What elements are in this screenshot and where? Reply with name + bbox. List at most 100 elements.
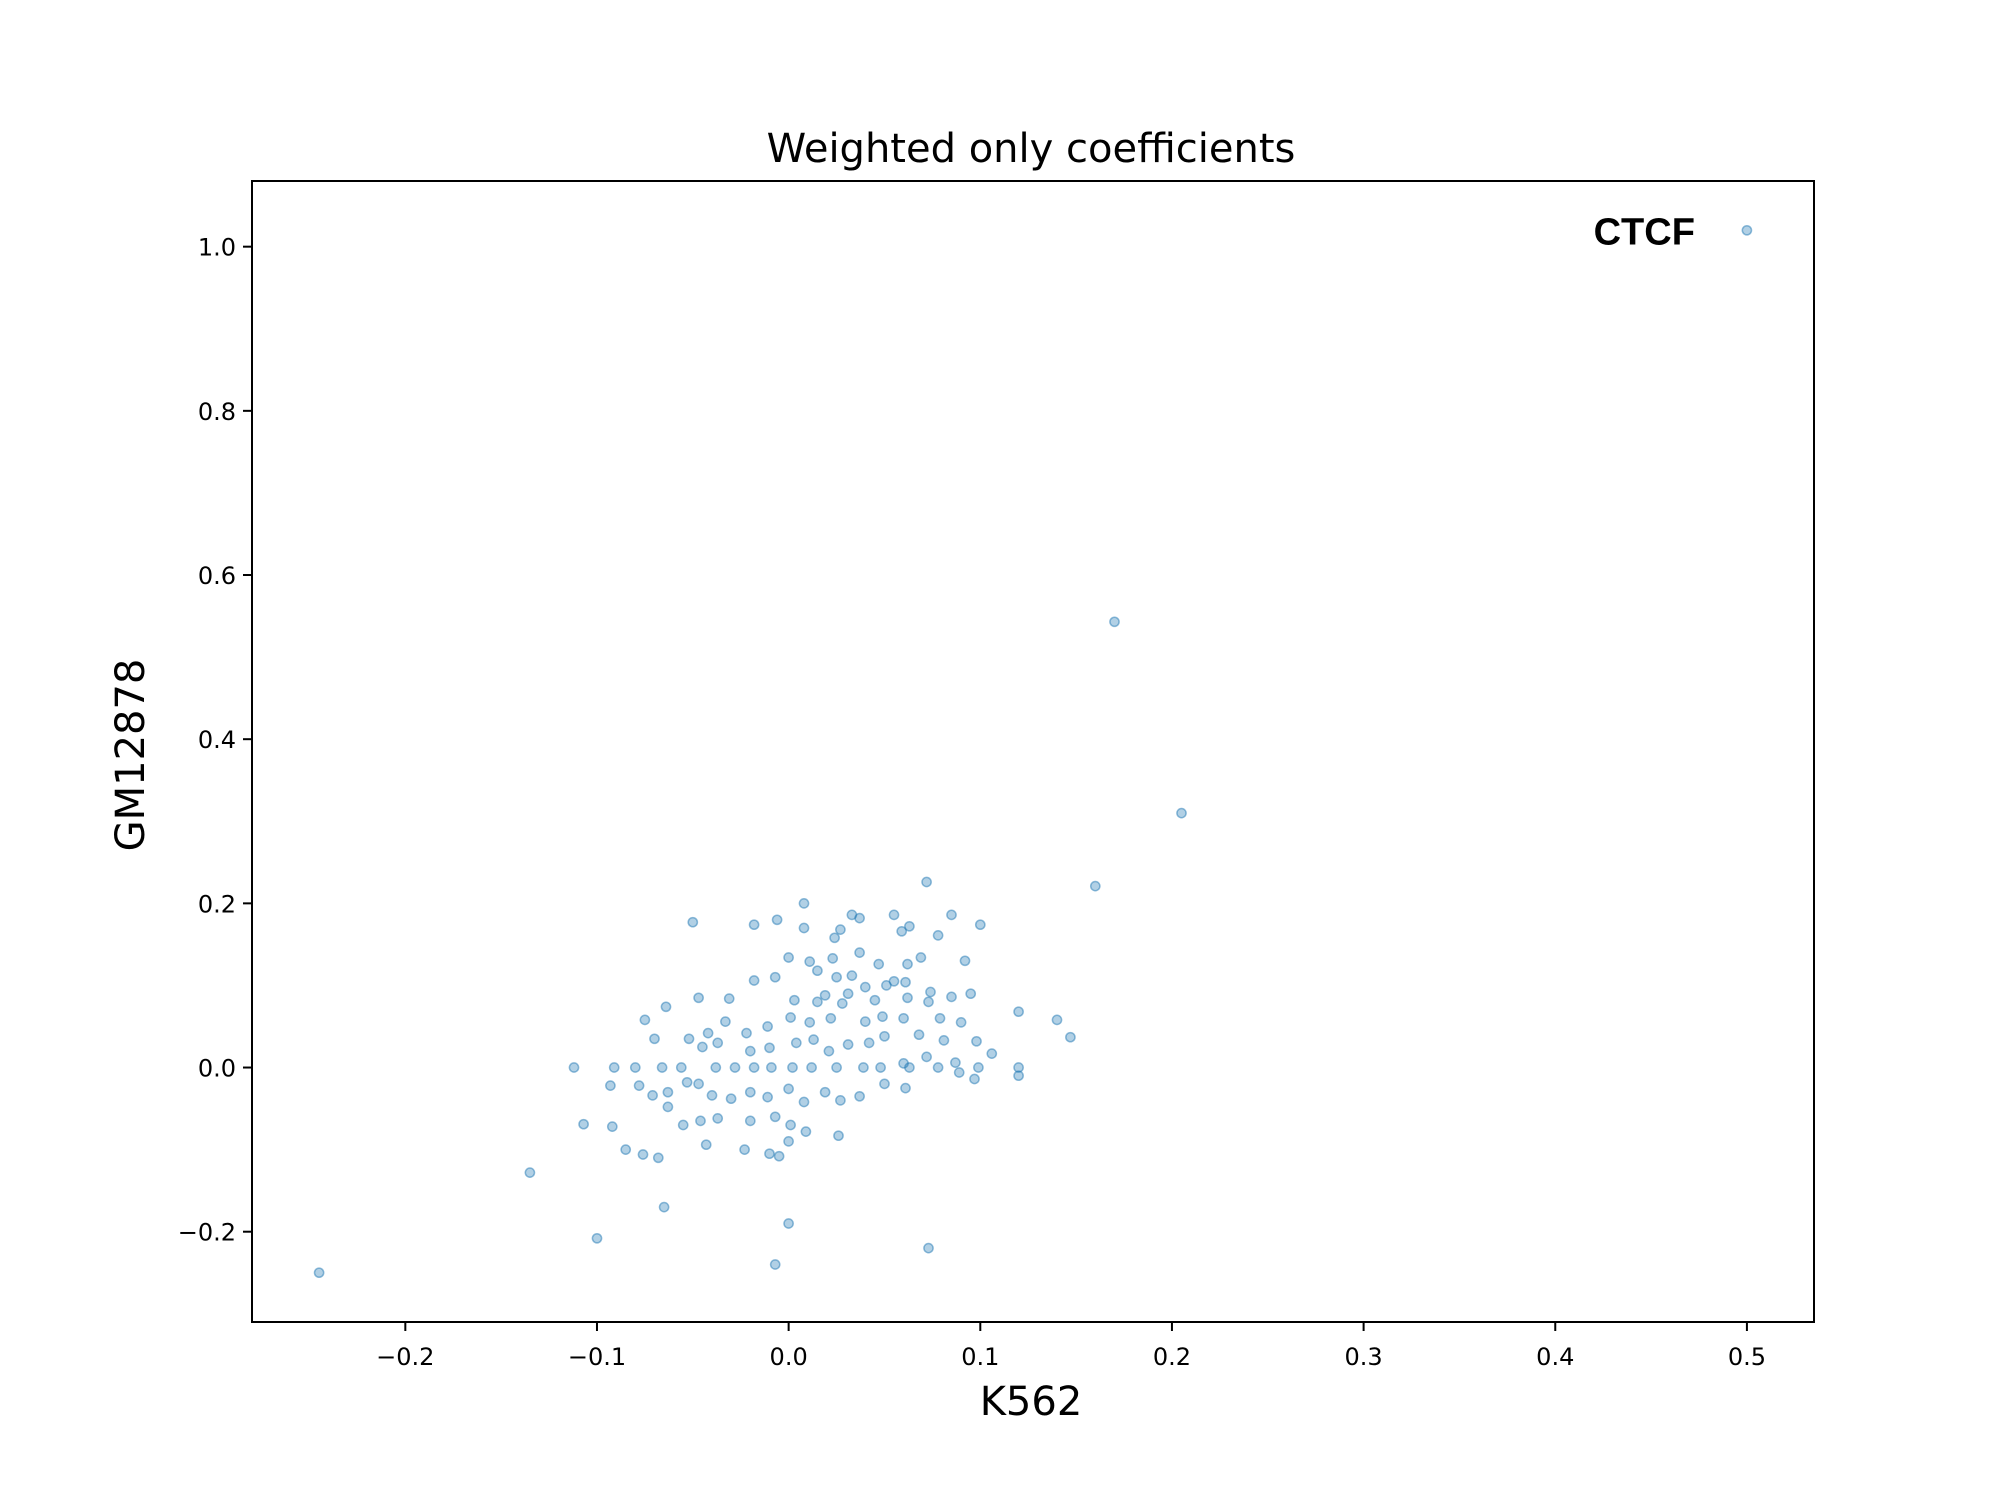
scatter-point bbox=[953, 1067, 965, 1078]
scatter-point bbox=[842, 1039, 854, 1050]
scatter-point bbox=[804, 1017, 816, 1028]
scatter-point bbox=[683, 1033, 695, 1045]
x-tick-label: 0.0 bbox=[770, 1343, 808, 1371]
scatter-point bbox=[769, 1259, 781, 1270]
x-tick-label: −0.2 bbox=[376, 1343, 434, 1371]
scatter-point bbox=[608, 1062, 620, 1073]
scatter-point bbox=[771, 914, 783, 926]
scatter-point bbox=[1089, 880, 1101, 892]
scatter-point bbox=[762, 1021, 773, 1032]
scatter-point bbox=[677, 1119, 689, 1131]
scatter-point bbox=[900, 976, 911, 988]
scatter-point bbox=[744, 1115, 756, 1127]
scatter-point bbox=[879, 1030, 890, 1042]
scatter-point bbox=[888, 975, 900, 987]
scatter-point bbox=[790, 1037, 802, 1049]
x-tick-label: 0.4 bbox=[1536, 1343, 1574, 1371]
scatter-point bbox=[662, 1101, 674, 1113]
scatter-point bbox=[859, 981, 871, 993]
scatter-point bbox=[656, 1062, 668, 1073]
scatter-point bbox=[702, 1027, 714, 1039]
scatter-point bbox=[858, 1062, 869, 1073]
scatter-point bbox=[831, 971, 842, 983]
scatter-point bbox=[1109, 616, 1120, 628]
x-tick-label: 0.1 bbox=[961, 1343, 999, 1371]
scatter-point bbox=[925, 986, 936, 998]
scatter-point bbox=[842, 988, 854, 1000]
scatter-point bbox=[836, 998, 848, 1009]
scatter-point bbox=[969, 1073, 980, 1085]
scatter-point bbox=[932, 930, 944, 941]
y-tick-label: 0.4 bbox=[198, 726, 236, 754]
y-tick-label: 0.2 bbox=[198, 890, 236, 918]
scatter-point bbox=[869, 994, 881, 1006]
scatter-point bbox=[605, 1080, 616, 1091]
scatter-point bbox=[819, 989, 831, 1001]
x-tick-label: 0.2 bbox=[1153, 1343, 1191, 1371]
scatter-point bbox=[829, 932, 840, 944]
scatter-point bbox=[938, 1035, 950, 1046]
scatter-point bbox=[693, 1078, 704, 1090]
scatter-point bbox=[783, 1136, 794, 1147]
points-layer bbox=[313, 224, 1753, 1279]
scatter-point bbox=[879, 1078, 890, 1090]
x-tick-label: −0.1 bbox=[568, 1343, 626, 1371]
scatter-point bbox=[773, 1150, 785, 1162]
scatter-point bbox=[825, 1012, 837, 1024]
scatter-point bbox=[934, 1012, 946, 1024]
scatter-point bbox=[915, 952, 927, 963]
scatter-point bbox=[695, 1115, 706, 1127]
scatter-point bbox=[629, 1062, 641, 1073]
scatter-point bbox=[827, 953, 839, 964]
scatter-point bbox=[785, 1119, 796, 1131]
x-axis-title: K562 bbox=[980, 1379, 1083, 1425]
scatter-point bbox=[932, 1062, 944, 1073]
scatter-point bbox=[606, 1121, 618, 1132]
x-tick-label: 0.3 bbox=[1345, 1343, 1383, 1371]
scatter-point bbox=[1741, 224, 1753, 236]
scatter-point bbox=[744, 1045, 756, 1057]
scatter-point bbox=[823, 1045, 835, 1057]
scatter-point bbox=[710, 1062, 722, 1073]
scatter-point bbox=[854, 912, 865, 924]
scatter-point bbox=[971, 1035, 982, 1047]
scatter-point bbox=[888, 909, 900, 921]
scatter-point bbox=[806, 1062, 817, 1073]
scatter-point bbox=[748, 919, 760, 931]
scatter-point bbox=[620, 1144, 632, 1155]
scatter-point bbox=[1176, 807, 1187, 819]
scatter-point bbox=[633, 1080, 645, 1091]
scatter-point bbox=[902, 958, 913, 970]
y-tick-label: 1.0 bbox=[198, 234, 236, 262]
scatter-point bbox=[741, 1027, 752, 1039]
scatter-point bbox=[902, 992, 913, 1004]
scatter-point bbox=[946, 909, 957, 921]
scatter-point bbox=[700, 1139, 712, 1151]
scatter-point bbox=[831, 1062, 842, 1073]
scatter-point bbox=[923, 996, 934, 1008]
scatter-point bbox=[965, 988, 977, 1000]
scatter-point bbox=[313, 1267, 325, 1279]
scatter-point bbox=[723, 993, 735, 1004]
scatter-point bbox=[950, 1057, 961, 1068]
scatter-point bbox=[687, 916, 699, 928]
scatter-point bbox=[729, 1062, 741, 1073]
point-annotation: CTCF bbox=[1594, 211, 1695, 253]
scatter-point bbox=[662, 1086, 674, 1098]
scatter-point bbox=[812, 996, 823, 1008]
scatter-point bbox=[637, 1149, 649, 1160]
scatter-point bbox=[863, 1037, 875, 1049]
scatter-point bbox=[896, 925, 908, 937]
scatter-point bbox=[647, 1090, 658, 1101]
scatter-point bbox=[859, 1016, 871, 1027]
scatter-point bbox=[769, 971, 781, 983]
scatter-point bbox=[785, 1012, 796, 1023]
scatter-point bbox=[783, 1218, 794, 1229]
scatter-point bbox=[1065, 1031, 1076, 1043]
scatter-point bbox=[712, 1037, 724, 1049]
scatter-point bbox=[764, 1042, 775, 1054]
scatter-point bbox=[959, 955, 971, 967]
scatter-point bbox=[854, 947, 865, 958]
scatter-point bbox=[769, 1111, 781, 1123]
